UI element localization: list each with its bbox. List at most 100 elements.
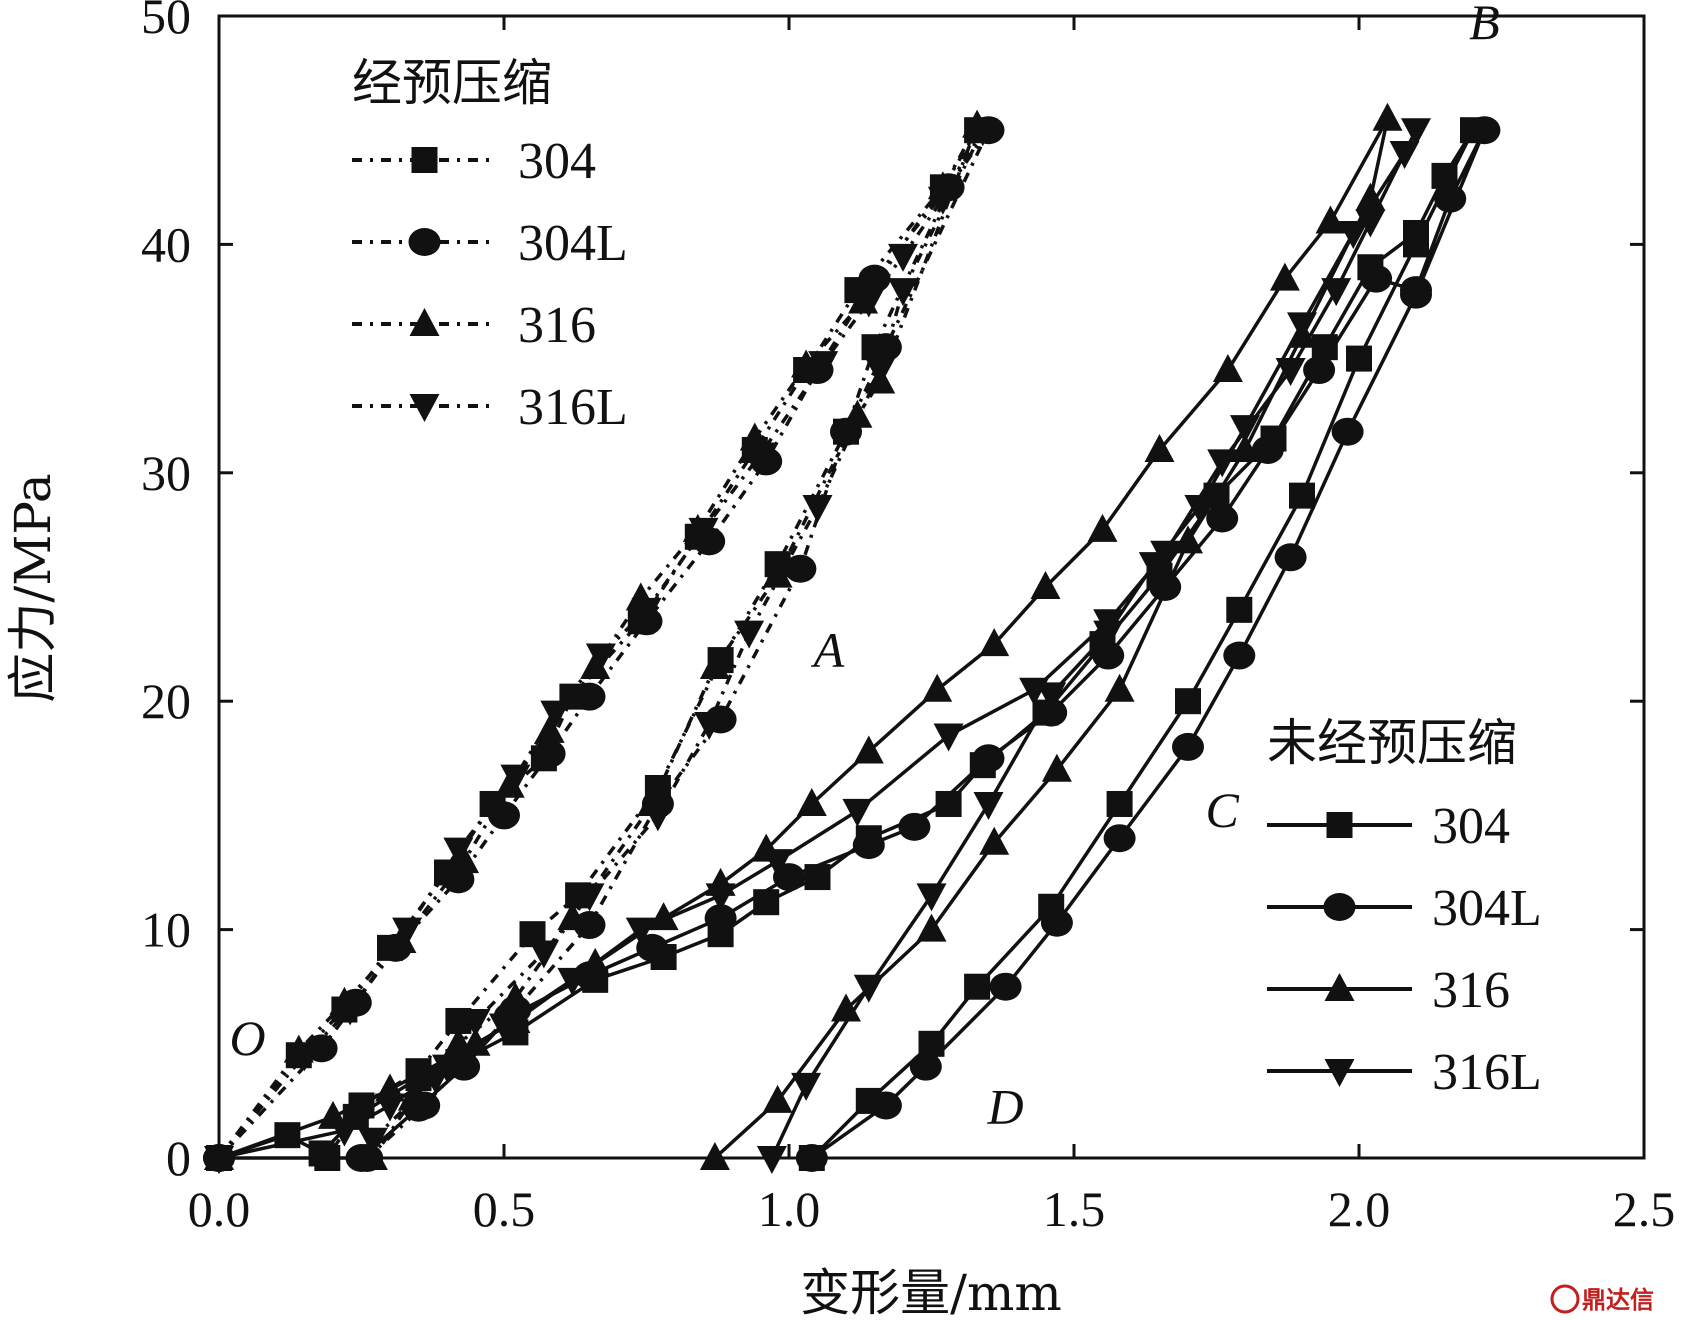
x-tick-label: 0.5 (473, 1181, 536, 1237)
data-point (979, 628, 1010, 657)
legend-label: 304L (518, 215, 628, 272)
x-tick-label: 1.5 (1043, 1181, 1106, 1237)
data-point (540, 700, 571, 729)
data-point (756, 1146, 787, 1174)
data-point (625, 917, 656, 946)
data-point (1036, 682, 1067, 711)
data-point (795, 1144, 828, 1172)
legend-label: 316 (518, 297, 596, 354)
data-point (1360, 264, 1393, 293)
data-point (1230, 415, 1260, 444)
x-tick-label: 1.0 (758, 1181, 821, 1237)
data-point (1106, 790, 1133, 817)
legend-label: 304L (1432, 880, 1542, 937)
data-point (308, 1140, 335, 1167)
annotation-d: D (987, 1079, 1024, 1135)
legend-marker (409, 308, 440, 336)
data-point (402, 1093, 435, 1122)
y-tick-label: 0 (166, 1130, 191, 1186)
data-point (289, 1043, 320, 1072)
legend-marker (1323, 893, 1356, 921)
data-point (762, 1084, 793, 1113)
data-point (573, 682, 606, 711)
data-point (753, 889, 780, 916)
data-point (1274, 543, 1307, 572)
data-point (204, 1146, 234, 1174)
data-point (500, 764, 531, 793)
data-point (1400, 280, 1432, 309)
data-point (888, 243, 918, 272)
data-point (688, 517, 719, 546)
watermark-text: 鼎达信 (1582, 1286, 1654, 1314)
data-point (1468, 116, 1501, 145)
data-point (489, 1013, 519, 1042)
data-point (916, 883, 947, 912)
data-point (1346, 345, 1372, 372)
data-point (1401, 118, 1431, 147)
data-point (432, 1054, 462, 1083)
data-point (791, 349, 822, 378)
data-point (869, 1091, 902, 1120)
annotation-o: O (229, 1010, 265, 1066)
data-point (1092, 641, 1125, 670)
data-point (802, 495, 833, 524)
data-point (964, 973, 991, 1000)
data-point (972, 744, 1005, 773)
data-point (1389, 141, 1420, 170)
legend-marker (411, 147, 438, 173)
data-point (1138, 552, 1169, 581)
data-point (557, 967, 588, 996)
data-point (922, 673, 953, 702)
data-point (636, 933, 669, 962)
data-point (573, 911, 606, 940)
data-point (853, 974, 884, 1003)
data-point (888, 278, 918, 307)
data-point (796, 787, 827, 816)
x-tick-label: 2.0 (1328, 1181, 1391, 1237)
data-point (704, 904, 737, 933)
data-point (699, 1142, 730, 1170)
watermark-logo: 鼎达信 (1550, 1284, 1654, 1314)
data-point (335, 997, 366, 1026)
legend-pre-compressed: 经预压缩 304 304L 316 316L (352, 54, 628, 436)
watermark-circle-icon (1550, 1284, 1580, 1314)
legend-title: 未经预压缩 (1267, 714, 1517, 772)
data-point (1321, 278, 1352, 307)
data-point (1226, 596, 1253, 623)
y-tick-label: 40 (141, 216, 191, 272)
data-point (1087, 513, 1118, 542)
data-point (989, 972, 1022, 1001)
y-tick-label: 20 (141, 673, 191, 729)
data-point (1275, 358, 1306, 387)
legend-label: 316L (518, 379, 628, 436)
data-point (1103, 824, 1136, 853)
data-point (443, 837, 474, 866)
data-point (745, 442, 776, 471)
data-point (979, 826, 1010, 855)
legend-entry: 316 (1267, 962, 1510, 1019)
x-axis-title: 变形量/mm (800, 1264, 1062, 1320)
y-tick-label: 10 (141, 902, 191, 958)
series-line (218, 117, 1390, 1160)
data-point (1212, 354, 1243, 383)
series-raw-316L (204, 118, 1431, 1174)
data-point (1093, 620, 1124, 649)
legend-label: 316 (1432, 962, 1510, 1019)
data-point (852, 831, 885, 860)
data-point (631, 597, 662, 626)
data-point (1431, 162, 1458, 189)
legend-entry: 304L (352, 215, 628, 272)
series-layer (203, 102, 1501, 1174)
data-point (791, 1072, 822, 1101)
data-point (1104, 673, 1135, 702)
y-tick-label: 30 (141, 445, 191, 501)
data-point (386, 925, 417, 954)
data-point (1315, 205, 1346, 234)
data-point (762, 849, 793, 878)
legend-label: 316L (1432, 1044, 1542, 1101)
data-point (916, 913, 947, 942)
annotation-c: C (1206, 782, 1240, 838)
data-point (831, 993, 861, 1022)
data-point (853, 735, 884, 764)
